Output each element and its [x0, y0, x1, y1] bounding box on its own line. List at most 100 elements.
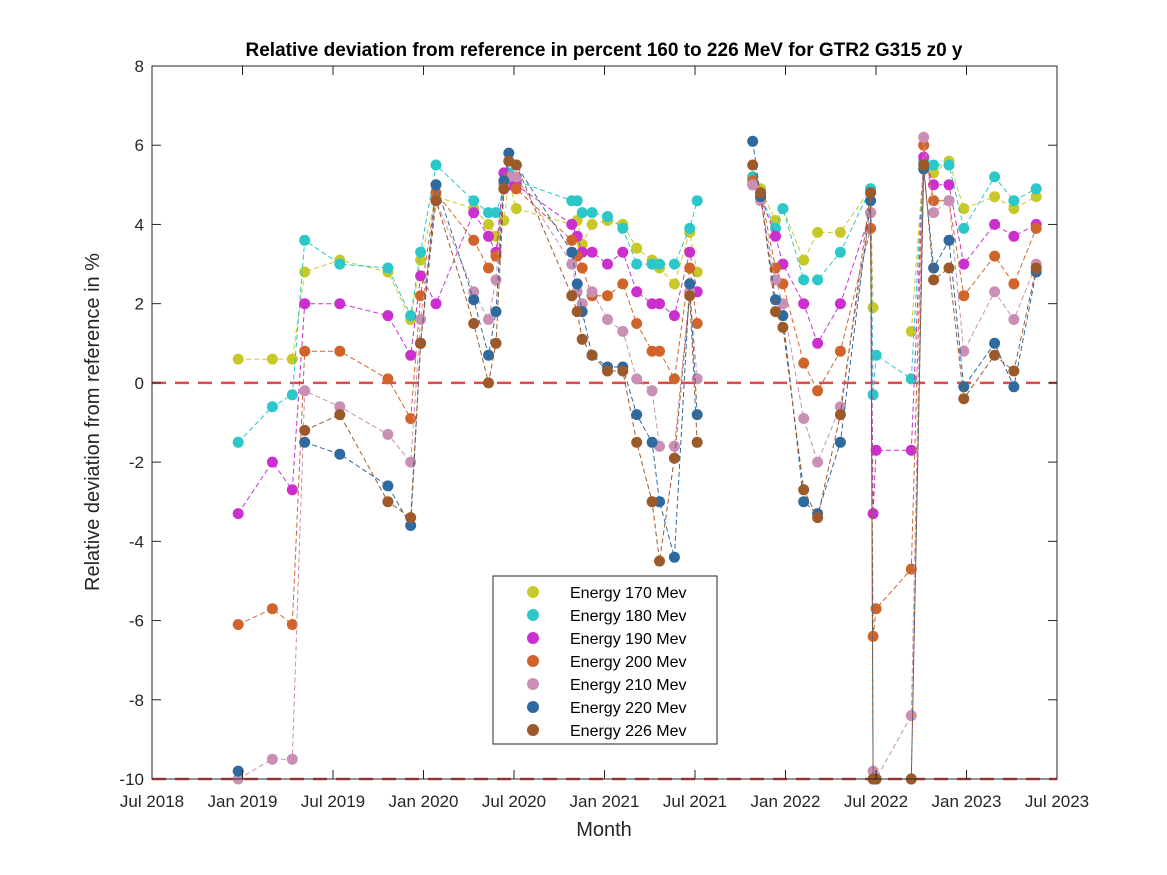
data-point [617, 365, 629, 377]
data-point [232, 508, 244, 520]
y-tick-label: -2 [129, 453, 144, 472]
x-tick-label: Jan 2022 [751, 792, 821, 811]
x-tick-label: Jul 2020 [482, 792, 546, 811]
data-point [510, 159, 522, 171]
data-point [812, 337, 824, 349]
data-point [498, 183, 510, 195]
data-point [989, 349, 1001, 361]
data-point [576, 238, 588, 250]
series-line [304, 160, 698, 562]
x-tick-label: Jan 2019 [208, 792, 278, 811]
y-tick-label: 6 [135, 136, 144, 155]
data-point [1008, 195, 1020, 207]
data-point [684, 246, 696, 258]
data-point [382, 496, 394, 508]
data-point [617, 222, 629, 234]
data-point [770, 274, 781, 286]
data-point [1008, 314, 1020, 325]
y-tick-label: 0 [135, 374, 144, 393]
data-point [334, 409, 346, 421]
data-point [299, 385, 311, 397]
data-point [943, 179, 955, 191]
data-point [798, 413, 810, 424]
data-point [668, 452, 680, 464]
x-tick-label: Jan 2021 [570, 792, 640, 811]
data-point [684, 290, 696, 302]
data-point [668, 310, 680, 322]
data-point [490, 274, 502, 286]
data-point [483, 349, 494, 361]
data-point [668, 258, 680, 270]
data-point [490, 306, 502, 318]
data-point [798, 496, 810, 508]
data-point [430, 187, 442, 199]
data-point [684, 262, 696, 274]
data-point [510, 183, 522, 195]
data-point [867, 630, 879, 642]
data-point [770, 222, 781, 234]
data-point [958, 222, 970, 234]
data-point [286, 389, 298, 401]
data-point [1030, 191, 1042, 203]
data-point [382, 428, 394, 440]
y-tick-label: -4 [129, 532, 144, 551]
data-point [834, 409, 846, 421]
data-point [631, 409, 643, 421]
data-point [668, 551, 680, 563]
data-point [468, 207, 480, 219]
data-point [812, 512, 824, 524]
data-point [571, 278, 583, 290]
data-point [576, 262, 588, 274]
x-tick-label: Jul 2019 [301, 792, 365, 811]
data-point [770, 306, 781, 318]
data-point [299, 298, 311, 310]
data-point [928, 195, 940, 207]
y-tick-label: 8 [135, 57, 144, 76]
y-tick-label: 2 [135, 295, 144, 314]
legend-marker [527, 701, 539, 713]
data-point [928, 274, 940, 286]
data-point [266, 603, 278, 615]
data-point [867, 389, 879, 401]
data-point [1008, 278, 1020, 290]
data-point [867, 302, 879, 314]
data-point [928, 207, 940, 219]
data-point [286, 619, 298, 630]
data-point [415, 270, 427, 282]
data-point [602, 211, 613, 222]
data-point [631, 242, 643, 254]
data-point [1008, 203, 1020, 215]
data-point [989, 250, 1001, 262]
data-point [286, 484, 298, 496]
data-point [576, 207, 588, 219]
x-tick-label: Jul 2021 [663, 792, 727, 811]
data-point [834, 401, 846, 413]
data-point [430, 298, 442, 310]
data-point [928, 262, 940, 274]
data-point [668, 440, 680, 452]
data-point [566, 258, 578, 270]
data-point [631, 373, 643, 385]
data-point [566, 218, 578, 230]
data-point [870, 444, 882, 456]
data-point [989, 218, 1001, 230]
data-point [905, 373, 917, 385]
data-point [266, 753, 278, 765]
y-axis-label: Relative deviation from reference in % [82, 253, 104, 591]
data-point [299, 436, 311, 448]
data-point [958, 203, 970, 215]
legend-marker [527, 724, 539, 736]
data-point [631, 286, 643, 298]
legend-label: Energy 226 Mev [570, 723, 687, 740]
data-point [232, 619, 244, 630]
data-point [510, 171, 522, 183]
data-point [498, 175, 510, 187]
data-point [430, 195, 442, 207]
data-point [405, 349, 417, 361]
data-point [668, 373, 680, 385]
data-point [334, 448, 346, 460]
legend-label: Energy 210 Mev [570, 677, 687, 694]
data-point [684, 278, 696, 290]
data-point [571, 306, 583, 318]
